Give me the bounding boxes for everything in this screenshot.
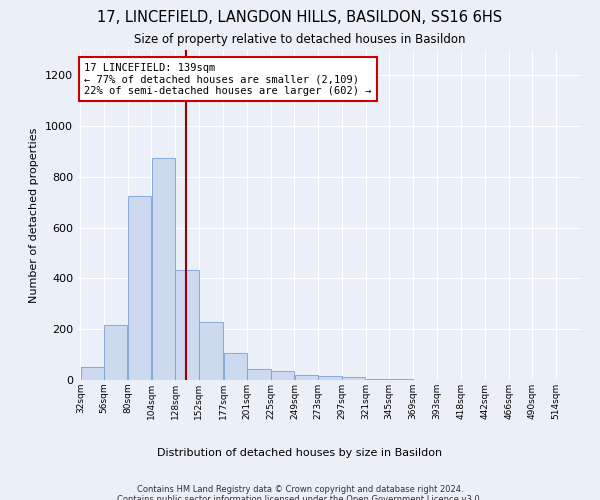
Bar: [342, 378, 365, 380]
Bar: [319, 376, 341, 380]
Bar: [175, 270, 199, 380]
Text: 17, LINCEFIELD, LANGDON HILLS, BASILDON, SS16 6HS: 17, LINCEFIELD, LANGDON HILLS, BASILDON,…: [97, 10, 503, 25]
Bar: [271, 371, 294, 380]
Bar: [199, 322, 223, 380]
Text: Size of property relative to detached houses in Basildon: Size of property relative to detached ho…: [134, 32, 466, 46]
Bar: [247, 368, 271, 380]
Bar: [224, 354, 247, 380]
Bar: [128, 196, 151, 380]
Text: Contains HM Land Registry data © Crown copyright and database right 2024.
Contai: Contains HM Land Registry data © Crown c…: [118, 485, 482, 500]
Bar: [104, 326, 127, 380]
Y-axis label: Number of detached properties: Number of detached properties: [29, 128, 40, 302]
Bar: [152, 158, 175, 380]
Bar: [295, 375, 318, 380]
Text: Distribution of detached houses by size in Basildon: Distribution of detached houses by size …: [157, 448, 443, 458]
Bar: [80, 368, 104, 380]
Text: 17 LINCEFIELD: 139sqm
← 77% of detached houses are smaller (2,109)
22% of semi-d: 17 LINCEFIELD: 139sqm ← 77% of detached …: [85, 62, 372, 96]
Bar: [366, 378, 389, 380]
